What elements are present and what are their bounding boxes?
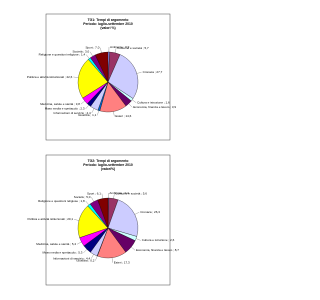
chart-title: TG2: Tempi di argomento [88,159,129,163]
leader-line [86,54,90,59]
leader-line [91,197,94,202]
leader-line [85,104,89,109]
leader-line [100,47,102,53]
chart-title: Periodo: luglio-settembre 2010 [83,22,133,26]
pie-slice [95,51,109,83]
data-label: Religione e questioni religiose ; 1,8 [38,199,85,203]
leader-line [73,76,79,78]
data-label: Informazioni di servizio ; 4,4 [53,257,91,261]
data-label: Medicina, salute e sanità ; 3,8 [40,102,80,106]
leader-line [101,193,103,199]
data-label: Cultura e istruzione ; 2,6 [142,238,175,242]
data-label: Società ; 3,0 [72,50,89,54]
data-label: Medicina, salute e sanità ; 5,4 [36,242,76,246]
leader-line [136,238,141,241]
leader-line [134,212,140,215]
pie-slice [97,197,109,229]
data-label: Esteri ; 17,3 [114,260,130,264]
leader-line [114,47,117,53]
data-label: Cronaca ; 26,3 [140,210,160,214]
data-label: Ambiente ; 0,4 [109,191,129,195]
data-label: Religione e questioni religiose ; 1,4 [39,52,86,56]
leader-line [131,246,136,251]
data-label: Mass media e spettacolo ; 2,3 [45,107,85,111]
data-label: Politica e attività istituzionali ; 20,1 [28,217,74,221]
leader-line [91,254,94,259]
data-label: Economia, finanza e lavoro ; 3,9 [133,105,176,109]
leader-line [113,193,115,199]
data-label: Ambiente ; 0,9 [110,45,130,49]
chart-title: TG1: Tempi di argomento [88,18,129,22]
data-label: Sport ; 6,1 [87,191,101,195]
chart-title: Periodo: luglio-settembre 2010 [83,163,133,167]
data-label: Società ; 5,0 [74,195,91,199]
leader-line [85,200,89,205]
leader-line [80,100,85,105]
pie-slice [107,54,139,99]
leader-line [113,111,115,117]
leader-line [132,99,137,103]
data-label: Costume e società ; 5,6 [115,191,147,195]
leader-line [111,257,113,263]
pie-slice [77,59,109,99]
pie-slice [107,199,139,237]
leader-line [83,249,87,253]
leader-line [74,219,79,221]
leader-line [76,241,82,245]
chart-title: (valori %) [100,26,115,30]
data-label: Informazioni di servizio ; 4,4 [54,111,92,115]
leader-line [97,110,99,116]
data-label: Sport ; 7,0 [86,46,100,50]
leader-line [95,255,98,261]
data-label: Giustizia ; 0,2 [76,258,95,262]
leader-line [91,108,95,114]
leader-line [90,51,93,57]
data-label: Politica e attività istituzionali ; 22,6 [27,75,73,79]
data-label: Cronaca ; 27,7 [143,70,163,74]
data-label: Cultura e istruzione ; 1,6 [137,101,170,105]
data-label: Mass media e spettacolo ; 5,3 [43,251,83,255]
data-label: Giustizia ; 1,1 [78,113,97,117]
chart-title: (valori%) [101,167,115,171]
leader-line [128,103,133,108]
data-label: Esteri ; 14,6 [115,114,131,118]
data-label: Economia, finanza e lavoro ; 8,7 [136,248,179,252]
data-label: Costume e società ; 5,7 [117,46,149,50]
leader-line [136,72,142,74]
